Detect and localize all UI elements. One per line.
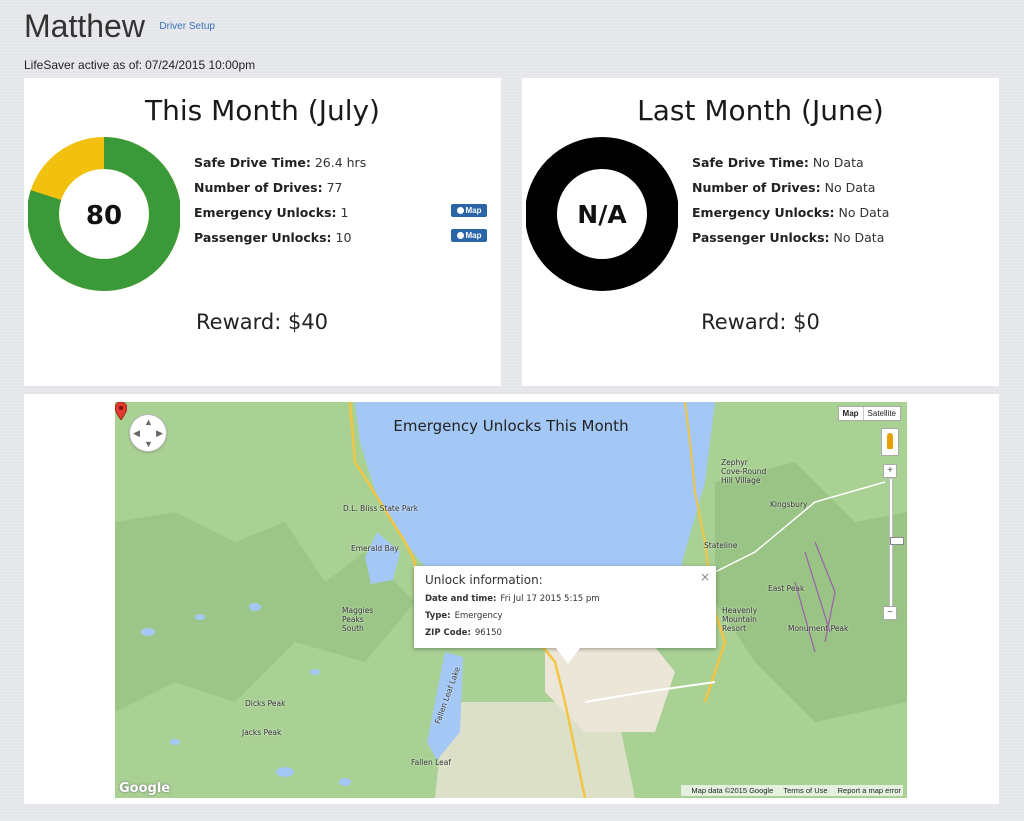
place-label: East Peak (768, 584, 805, 593)
emergency-unlock-map[interactable]: D.L. Bliss State Park Emerald Bay Maggie… (115, 402, 907, 798)
pegman-icon[interactable] (881, 428, 899, 456)
place-label: Zephyr Cove-Round Hill Village (721, 458, 767, 485)
info-zip: ZIP Code: 96150 (425, 628, 502, 638)
page-header: Matthew Driver Setup (24, 8, 215, 45)
zoom-out-button[interactable]: − (883, 606, 897, 620)
report-map-error-link[interactable]: Report a map error (837, 786, 901, 795)
place-label: Heavenly Mountain Resort (722, 606, 758, 633)
place-label: Kingsbury (770, 500, 808, 509)
map-card: D.L. Bliss State Park Emerald Bay Maggie… (24, 394, 999, 804)
pan-right-icon[interactable]: ▶ (156, 428, 163, 438)
driver-setup-link[interactable]: Driver Setup (159, 21, 215, 32)
globe-icon (456, 206, 464, 214)
zoom-control: + − (883, 464, 904, 624)
info-date: Date and time: Fri Jul 17 2015 5:15 pm (425, 594, 600, 604)
stat-emergency-unlocks: Emergency Unlocks: 1 (194, 205, 349, 220)
map-pan-control[interactable]: ▲ ▼ ◀ ▶ (129, 414, 167, 452)
stat-passenger-unlocks: Passenger Unlocks: No Data (692, 230, 885, 245)
this-month-stats: Safe Drive Time: 26.4 hrs Number of Drive… (194, 154, 366, 254)
last-month-stats: Safe Drive Time: No Data Number of Drives… (692, 154, 889, 254)
last-month-reward: Reward: $0 (701, 310, 820, 334)
map-title: Emergency Unlocks This Month (393, 417, 629, 435)
google-logo: Google (119, 781, 171, 796)
place-label: Dicks Peak (245, 699, 286, 708)
pan-up-icon[interactable]: ▲ (144, 417, 153, 427)
map-type-control: Map Satellite (837, 406, 901, 421)
stat-emergency-unlocks: Emergency Unlocks: No Data (692, 205, 890, 220)
this-month-card: This Month (July) 80 Safe Drive Time: 26.… (24, 78, 501, 386)
score-ring-empty (526, 137, 678, 291)
active-status: LifeSaver active as of: 07/24/2015 10:00p… (24, 58, 258, 72)
score-ring-good (28, 137, 180, 291)
last-month-title: Last Month (June) (637, 94, 884, 127)
this-month-title: This Month (July) (145, 94, 380, 127)
stat-passenger-unlocks: Passenger Unlocks: 10 (194, 230, 352, 245)
last-month-score: N/A (577, 200, 627, 229)
stat-number-of-drives: Number of Drives: No Data (692, 180, 876, 195)
passenger-unlocks-map-button[interactable]: Map (451, 229, 487, 242)
this-month-score: 80 (86, 201, 122, 231)
pan-left-icon[interactable]: ◀ (133, 428, 140, 438)
place-label: Stateline (704, 541, 738, 550)
emergency-unlocks-map-button[interactable]: Map (451, 204, 487, 217)
stat-safe-drive-time: Safe Drive Time: No Data (692, 155, 864, 170)
this-month-reward: Reward: $40 (196, 310, 329, 334)
this-month-score-donut: 80 (28, 137, 180, 291)
zoom-slider[interactable] (889, 478, 904, 610)
terms-of-use-link[interactable]: Terms of Use (783, 786, 828, 795)
map-data-attribution: Map data ©2015 Google (691, 786, 774, 795)
globe-icon (456, 231, 464, 239)
place-label: Maggies Peaks South (342, 606, 374, 633)
active-date: 07/24/2015 10:00pm (145, 58, 256, 72)
driver-name: Matthew (24, 8, 145, 44)
map-type-satellite[interactable]: Satellite (867, 409, 896, 418)
info-type: Type: Emergency (425, 611, 503, 621)
place-label: Monument Peak (788, 624, 849, 633)
close-icon[interactable]: × (699, 570, 710, 584)
unlock-info-window: Unlock information: × Date and time: Fri … (414, 566, 716, 664)
info-title: Unlock information: (425, 573, 543, 587)
zoom-slider-thumb[interactable] (890, 537, 904, 545)
place-label: Emerald Bay (351, 544, 399, 553)
place-label: D.L. Bliss State Park (343, 504, 419, 513)
stat-safe-drive-time: Safe Drive Time: 26.4 hrs (194, 155, 367, 170)
place-label: Fallen Leaf (411, 758, 452, 767)
active-label: LifeSaver active as of: (24, 58, 143, 72)
zoom-in-button[interactable]: + (883, 464, 897, 478)
stat-number-of-drives: Number of Drives: 77 (194, 180, 343, 195)
place-label: Jacks Peak (242, 728, 282, 737)
map-type-map[interactable]: Map (839, 407, 864, 420)
pan-down-icon[interactable]: ▼ (144, 439, 153, 449)
map-footer: Map data ©2015 Google Terms of Use Repor… (681, 785, 903, 796)
map-marker-icon[interactable] (115, 402, 127, 420)
last-month-card: Last Month (June) N/A Safe Drive Time: No… (522, 78, 999, 386)
last-month-score-donut: N/A (526, 137, 678, 291)
